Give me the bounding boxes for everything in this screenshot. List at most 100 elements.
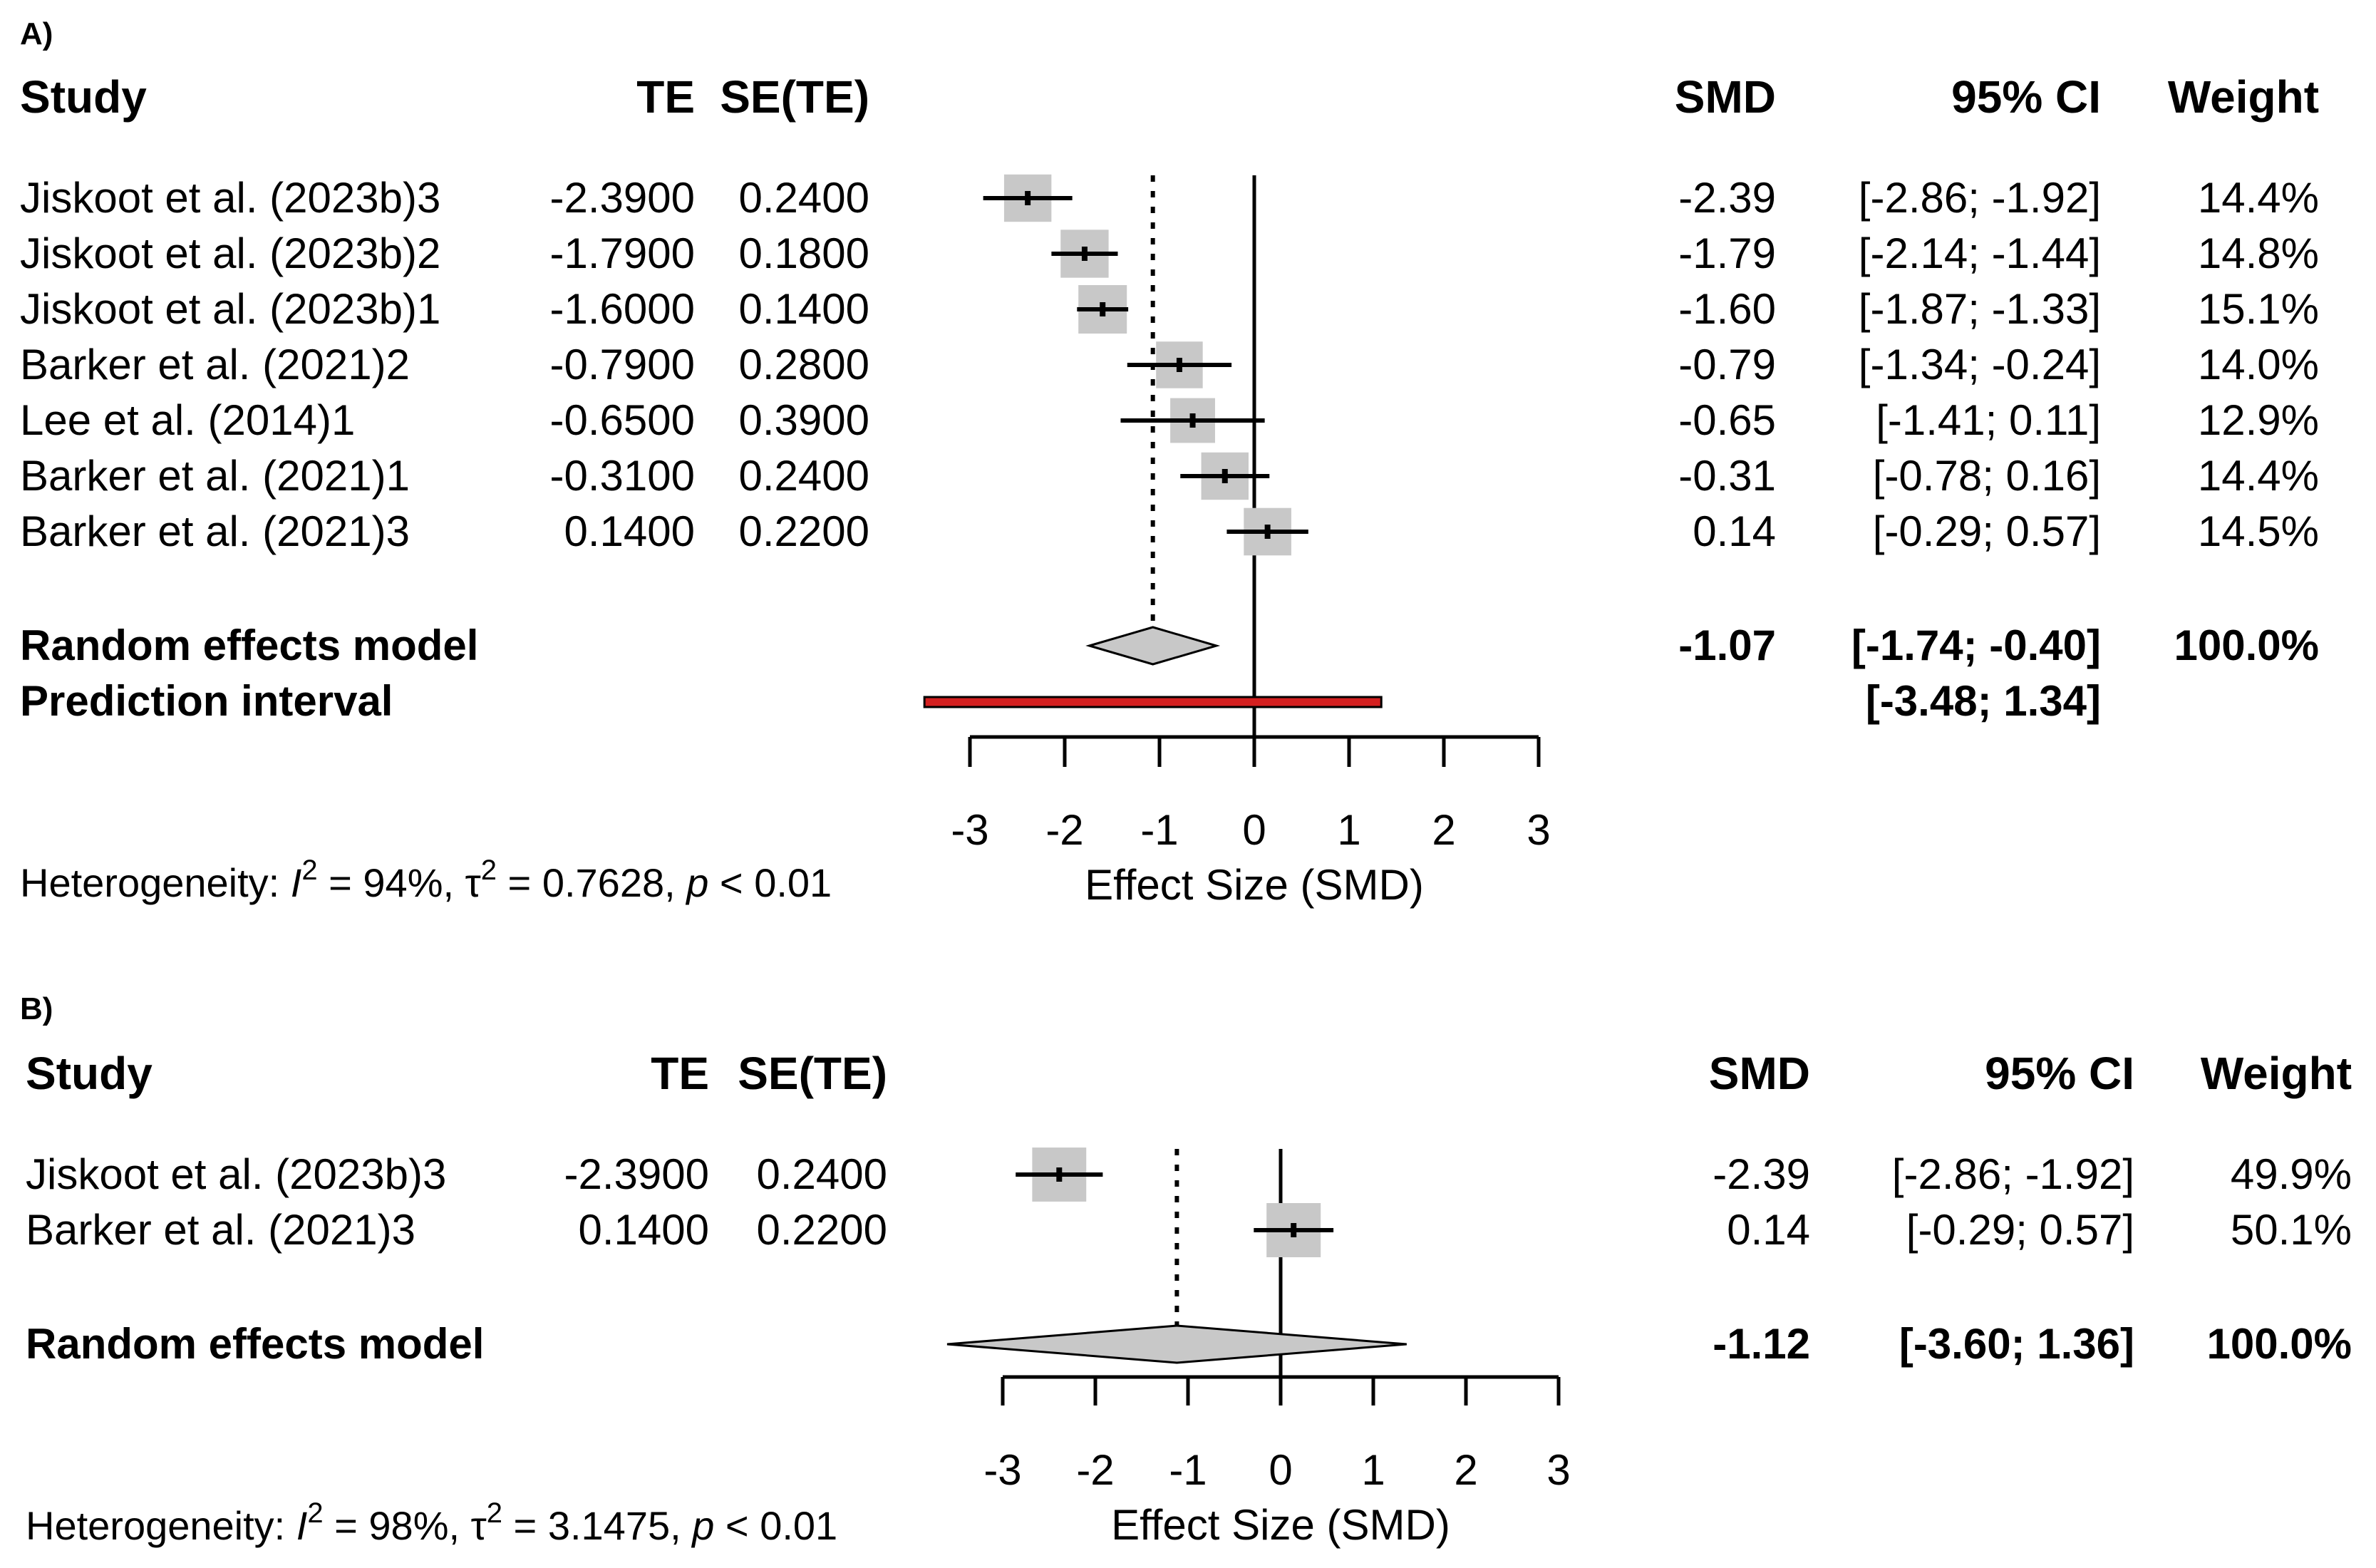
pooled-smd: -1.12: [1713, 1320, 1810, 1368]
header-study: Study: [20, 71, 147, 123]
study-weight: 14.8%: [2198, 229, 2319, 277]
study-name: Jiskoot et al. (2023b)3: [26, 1150, 446, 1198]
study-ci: [-1.34; -0.24]: [1859, 341, 2101, 388]
pooled-ci: [-3.60; 1.36]: [1899, 1320, 2134, 1368]
header-te: TE: [636, 71, 695, 123]
heterogeneity-text: Heterogeneity: I2 = 94%, τ2 = 0.7628, p …: [20, 855, 832, 905]
study-te: -0.3100: [550, 452, 696, 500]
study-point-estimate: [1221, 469, 1228, 483]
study-name: Lee et al. (2014)1: [20, 396, 355, 444]
x-axis-label: Effect Size (SMD): [1085, 861, 1424, 909]
study-smd: 0.14: [1727, 1206, 1810, 1254]
study-sete: 0.3900: [738, 396, 869, 444]
prediction-label: Prediction interval: [20, 677, 393, 725]
study-smd: -2.39: [1713, 1150, 1810, 1198]
heterogeneity-part: I: [296, 1503, 308, 1548]
x-tick-label: -2: [1076, 1446, 1114, 1494]
study-ci: [-2.14; -1.44]: [1859, 229, 2101, 277]
study-point-estimate: [1189, 413, 1196, 428]
study-weight: 50.1%: [2231, 1206, 2352, 1254]
heterogeneity-part: 2: [301, 855, 317, 886]
x-tick-label: 3: [1546, 1446, 1570, 1494]
heterogeneity-part: = 94%,: [318, 860, 465, 905]
study-te: -2.3900: [564, 1150, 710, 1198]
study-ci: [-2.86; -1.92]: [1859, 174, 2101, 222]
header-study: Study: [26, 1048, 153, 1099]
heterogeneity-part: Heterogeneity:: [20, 860, 291, 905]
study-ci: [-0.29; 0.57]: [1873, 507, 2101, 555]
study-te: 0.1400: [578, 1206, 709, 1254]
study-sete: 0.2400: [756, 1150, 887, 1198]
header-smd: SMD: [1675, 71, 1776, 123]
header-ci: 95% CI: [1985, 1048, 2134, 1099]
prediction-interval-bar: [923, 696, 1383, 708]
prediction-ci: [-3.48; 1.34]: [1866, 677, 2101, 725]
study-ci: [-0.78; 0.16]: [1873, 452, 2101, 500]
study-smd: -0.31: [1678, 452, 1776, 500]
study-ci: [-1.41; 0.11]: [1876, 396, 2101, 444]
x-tick-label: 1: [1337, 806, 1360, 854]
x-axis-label: Effect Size (SMD): [1111, 1501, 1450, 1549]
pooled-diamond: [946, 1324, 1407, 1364]
study-sete: 0.2200: [738, 507, 869, 555]
panel-label: A): [20, 16, 53, 51]
study-smd: -2.39: [1678, 174, 1776, 222]
study-smd: -1.79: [1678, 229, 1776, 277]
study-weight: 14.4%: [2198, 452, 2319, 500]
header-smd: SMD: [1709, 1048, 1810, 1099]
header-weight: Weight: [2168, 71, 2319, 123]
study-te: -1.7900: [550, 229, 696, 277]
study-te: -0.7900: [550, 341, 696, 388]
x-tick-label: 0: [1242, 806, 1266, 854]
study-point-estimate: [1056, 1167, 1063, 1182]
study-smd: -0.65: [1678, 396, 1776, 444]
panel-a: A) Study TE SE(TE) SMD 95% CI Weight Jiskoot et…: [20, 16, 2319, 909]
pooled-diamond: [1085, 626, 1221, 666]
x-tick-label: 2: [1432, 806, 1455, 854]
study-ci: [-1.87; -1.33]: [1859, 285, 2101, 333]
study-smd: -1.60: [1678, 285, 1776, 333]
x-tick-label: -1: [1140, 806, 1178, 854]
study-point-estimate: [1025, 191, 1031, 205]
heterogeneity-part: 2: [307, 1497, 323, 1529]
heterogeneity-part: 2: [481, 855, 497, 886]
study-sete: 0.1400: [738, 285, 869, 333]
x-tick-label: 3: [1527, 806, 1550, 854]
study-smd: 0.14: [1693, 507, 1776, 555]
study-ci: [-2.86; -1.92]: [1892, 1150, 2134, 1198]
study-sete: 0.2400: [738, 174, 869, 222]
pooled-weight: 100.0%: [2207, 1320, 2352, 1368]
heterogeneity-part: = 0.7628,: [497, 860, 686, 905]
study-te: -2.3900: [550, 174, 696, 222]
study-weight: 14.0%: [2198, 341, 2319, 388]
header-ci: 95% CI: [1951, 71, 2101, 123]
study-ci: [-0.29; 0.57]: [1906, 1206, 2134, 1254]
heterogeneity-part: τ: [465, 860, 481, 905]
heterogeneity-part: = 98%,: [324, 1503, 471, 1548]
heterogeneity-part: τ: [471, 1503, 487, 1548]
study-name: Barker et al. (2021)1: [20, 452, 410, 500]
study-weight: 15.1%: [2198, 285, 2319, 333]
x-tick-label: -3: [951, 806, 988, 854]
heterogeneity-part: = 3.1475,: [502, 1503, 692, 1548]
panel-b: B) Study TE SE(TE) SMD 95% CI Weight Jiskoot et…: [20, 991, 2352, 1549]
study-weight: 14.4%: [2198, 174, 2319, 222]
study-te: -0.6500: [550, 396, 696, 444]
header-weight: Weight: [2201, 1048, 2352, 1099]
pooled-label: Random effects model: [20, 621, 478, 669]
pooled-ci: [-1.74; -0.40]: [1851, 621, 2101, 669]
pooled-weight: 100.0%: [2174, 621, 2320, 669]
header-sete: SE(TE): [720, 71, 869, 123]
x-tick-label: 2: [1454, 1446, 1477, 1494]
x-tick-label: -2: [1045, 806, 1083, 854]
heterogeneity-part: I: [291, 860, 302, 905]
heterogeneity-part: p: [685, 860, 708, 905]
study-name: Jiskoot et al. (2023b)2: [20, 229, 440, 277]
x-tick-label: 1: [1361, 1446, 1385, 1494]
pooled-smd: -1.07: [1678, 621, 1776, 669]
study-weight: 49.9%: [2231, 1150, 2352, 1198]
heterogeneity-part: Heterogeneity:: [26, 1503, 296, 1548]
x-tick-label: 0: [1269, 1446, 1292, 1494]
study-name: Jiskoot et al. (2023b)1: [20, 285, 440, 333]
x-tick-label: -3: [983, 1446, 1021, 1494]
